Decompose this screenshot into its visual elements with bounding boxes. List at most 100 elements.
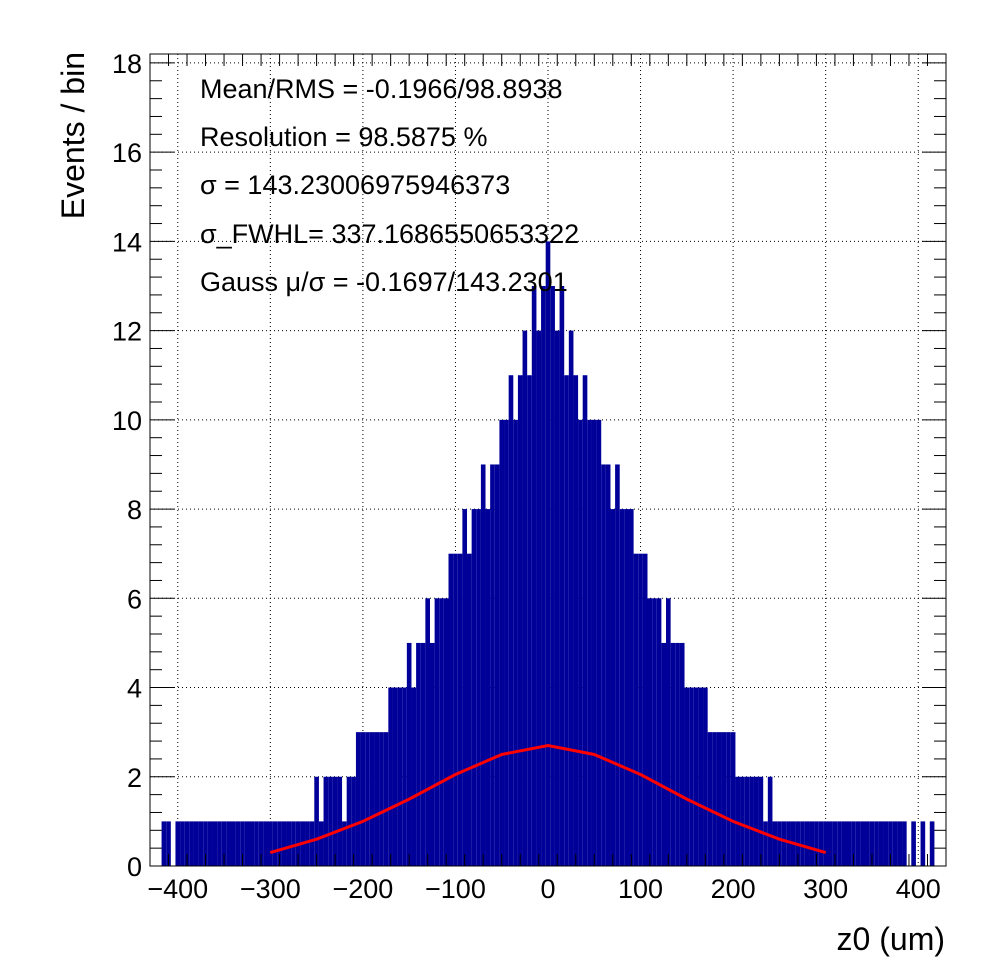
histogram-bar [814,821,819,866]
histogram-bar [777,821,782,866]
histogram-bar [832,821,838,866]
histogram-bar [818,821,824,866]
histogram-bar [568,330,574,867]
histogram-bar [860,821,866,866]
histogram-bar [615,464,620,866]
histogram-bar [888,821,893,866]
histogram-bar [628,509,634,866]
histogram-bar [198,821,204,866]
histogram-bar [721,732,727,866]
histogram-bar [480,464,486,866]
x-tick-label: 300 [803,874,848,904]
histogram-bar [596,419,602,866]
histogram-bar [397,687,403,866]
histogram-bar [578,419,583,866]
histogram-bar [809,821,815,866]
histogram-bar [647,598,653,866]
histogram-bar [207,821,213,866]
histogram-bar [471,509,477,866]
histogram-bar [504,419,509,866]
x-tick-label: −100 [425,874,486,904]
histogram-bar [448,553,454,866]
histogram-bar [499,419,505,866]
histogram-bar [911,821,916,866]
histogram-bar [531,286,537,866]
histogram-bar [332,776,338,866]
histogram-bar [272,821,278,866]
y-tick-label: 8 [127,495,142,525]
histogram-bar [249,821,255,866]
histogram-bar [661,642,667,866]
histogram-bar [462,509,468,866]
histogram-bar [305,821,310,866]
histogram-bar [772,821,778,866]
histogram-bar [897,821,903,866]
histogram-bar [726,732,731,866]
y-tick-label: 10 [112,406,142,436]
histogram-bar [827,821,833,866]
histogram-bar [379,732,384,866]
histogram-bar [753,776,759,866]
histogram-bar [878,821,884,866]
histogram-bar [656,598,662,866]
gauss-fit [269,743,827,855]
histogram-bar [388,687,393,866]
histogram-bar [744,776,750,866]
histogram-bar [698,687,704,866]
histogram-bar [513,419,518,866]
histogram-bar [161,821,167,866]
histogram-bar [869,821,875,866]
histogram-bars [161,241,935,867]
histogram-bar [184,821,190,866]
histogram-bar [740,776,745,866]
histogram-bar [601,464,606,866]
y-tick-label: 6 [127,584,142,614]
histogram-bar [277,821,282,866]
histogram-bar [263,821,269,866]
histogram-bar [258,821,264,866]
histogram-bar [453,553,458,866]
histogram-bar [212,821,218,866]
annotation-resolution: Resolution = 98.5875 % [200,122,487,152]
histogram-bar [411,687,417,866]
annotation-sigma-fwhl: σ_FWHL= 337.1686550653322 [200,219,579,249]
histogram-bar [314,776,319,866]
histogram-bar [559,286,565,866]
histogram-bar [652,598,657,866]
histogram-bar [735,776,741,866]
x-axis-label: z0 (um) [837,921,945,957]
histogram-bar [193,821,199,866]
histogram-bar [545,241,551,866]
histogram-bar [476,509,481,866]
histogram-bar [800,821,805,866]
histogram-bar [536,330,542,867]
histogram-bar [230,821,236,866]
histogram-bar [550,286,555,866]
histogram-bar [920,821,926,866]
histogram-bar [573,375,579,866]
histogram-bar [309,821,315,866]
histogram-bar [703,687,708,866]
histogram-bar [351,776,356,866]
y-tick-label: 4 [127,674,142,704]
histogram-bar [716,732,722,866]
histogram-bar [180,821,185,866]
histogram-bar [360,732,366,866]
histogram-bar [767,776,773,866]
histogram-bar [712,732,717,866]
histogram-bar [693,687,699,866]
y-axis-label: Events / bin [55,52,91,219]
histogram-bar [763,821,768,866]
histogram-bar [666,598,671,866]
histogram-bar [425,598,430,866]
annotation-gauss: Gauss μ/σ = -0.1697/143.2301 [200,267,568,297]
histogram-bar [226,821,231,866]
histogram-bar [841,821,847,866]
histogram-bar [624,509,629,866]
histogram-bar [837,821,842,866]
histogram-bar [240,821,245,866]
histogram-bar [235,821,241,866]
histogram-bar [684,687,690,866]
x-tick-label: −400 [147,874,208,904]
